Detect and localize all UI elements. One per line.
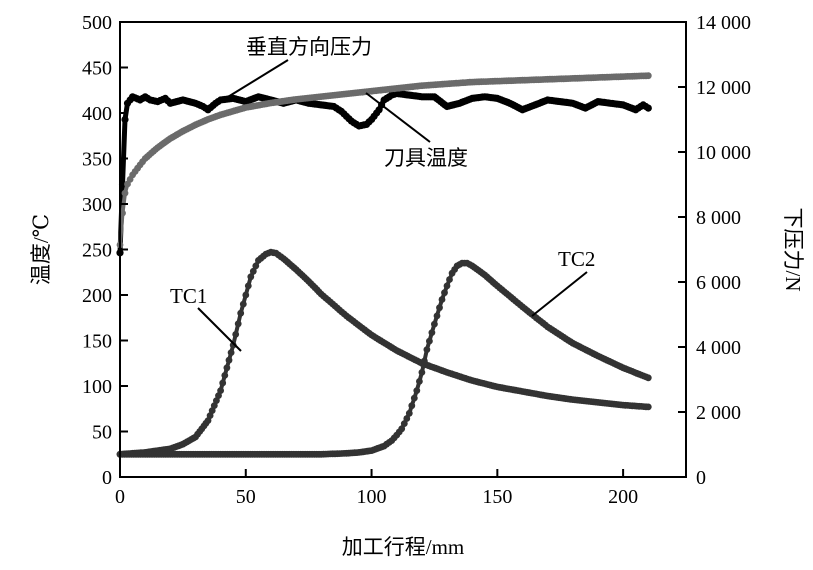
- y-left-tick-label: 200: [82, 285, 112, 307]
- series-point-tc2: [436, 304, 443, 312]
- y-right-tick-label: 8 000: [696, 207, 741, 229]
- series-point-tc2: [446, 276, 453, 283]
- y-left-tick-label: 500: [82, 12, 112, 34]
- series-point-tc2: [443, 282, 451, 290]
- y-right-tick-label: 0: [696, 467, 706, 489]
- series-point-tc1: [244, 282, 252, 290]
- tc2-annotation-leader: [531, 271, 588, 317]
- series-point-tc2: [441, 289, 448, 297]
- series-point-tc1: [223, 364, 231, 372]
- series-point-tc2: [400, 420, 408, 427]
- series-point-tc1: [229, 341, 237, 349]
- series-point-tc1: [217, 387, 225, 394]
- series-point-tc2: [423, 346, 431, 353]
- tc2-annotation-label: TC2: [558, 247, 595, 271]
- series-point-tc1: [247, 273, 255, 281]
- series-point-tc2: [431, 320, 438, 328]
- y-axis-left-title: 温度/℃: [29, 214, 53, 285]
- series-point-tc2: [421, 357, 428, 365]
- series-point-tc2: [408, 402, 416, 410]
- series-point-tool: [644, 72, 652, 80]
- y-right-tick-label: 10 000: [696, 142, 751, 164]
- tc1-annotation-leader: [197, 307, 242, 352]
- series-point-tc1: [221, 372, 229, 379]
- series-point-tc2: [433, 312, 441, 320]
- series-point-tc1: [239, 300, 247, 308]
- x-tick-label: 150: [482, 486, 512, 508]
- y-right-tick-label: 6 000: [696, 272, 741, 294]
- series-tool: [116, 72, 652, 249]
- series-point-tc1: [232, 331, 240, 338]
- series-line-tc1: [118, 250, 651, 457]
- y-left-tick-label: 350: [82, 149, 112, 171]
- series-point-tc1: [219, 379, 227, 387]
- series-point-tc2: [438, 296, 446, 303]
- y-left-tick-label: 150: [82, 331, 112, 353]
- series-point-tool: [121, 189, 129, 197]
- y-right-tick-label: 2 000: [696, 402, 741, 424]
- y-left-tick-label: 100: [82, 376, 112, 398]
- series-point-tc1: [252, 262, 260, 270]
- series-force: [116, 89, 652, 257]
- series-point-tc2: [644, 374, 652, 382]
- series-point-tc1: [237, 309, 245, 317]
- x-tick-label: 50: [236, 486, 256, 508]
- series-point-tc2: [418, 369, 426, 376]
- series-point-tc1: [225, 356, 233, 364]
- y-right-tick-label: 12 000: [696, 77, 751, 99]
- x-tick-label: 100: [357, 486, 387, 508]
- series-point-tc2: [405, 409, 413, 417]
- series-point-tc2: [426, 337, 433, 345]
- y-left-tick-label: 50: [92, 422, 112, 444]
- series-point-tc2: [413, 387, 421, 394]
- series-point-force: [121, 115, 129, 124]
- series-point-tc2: [428, 329, 436, 336]
- force-annotation-label: 垂直方向压力: [246, 35, 372, 59]
- series-point-force: [644, 104, 652, 112]
- series-point-tc1: [249, 267, 257, 275]
- x-tick-label: 0: [115, 486, 125, 508]
- y-right-tick-label: 14 000: [696, 12, 751, 34]
- series-point-tc1: [242, 291, 250, 299]
- series-layer: [116, 72, 652, 458]
- y-left-tick-label: 450: [82, 58, 112, 80]
- y-left-tick-label: 300: [82, 194, 112, 216]
- series-line-force: [117, 91, 651, 256]
- series-point-tc2: [403, 415, 411, 422]
- series-point-tc2: [416, 378, 423, 385]
- axes-layer: 0 50 100 150 200 0 50 100 150 200 250 300 350 400 450 5…: [82, 12, 751, 508]
- force-annotation-leader: [204, 59, 289, 112]
- y-left-tick-label: 250: [82, 240, 112, 262]
- series-tc1: [116, 248, 652, 458]
- tool-temp-annotation-label: 刀具温度: [384, 146, 468, 170]
- x-tick-label: 200: [608, 486, 638, 508]
- series-point-tc2: [398, 425, 406, 433]
- x-axis-title: 加工行程/mm: [342, 535, 465, 559]
- series-point-tc2: [410, 394, 418, 402]
- series-point-tc1: [227, 349, 235, 356]
- series-tc2: [116, 259, 652, 458]
- series-point-tc1: [234, 320, 242, 328]
- y-left-tick-label: 0: [102, 467, 112, 489]
- y-right-tick-label: 4 000: [696, 337, 741, 359]
- y-left-tick-label: 400: [82, 103, 112, 125]
- series-point-tc1: [644, 403, 652, 411]
- y-axis-right-title: 下压力/N: [781, 208, 805, 292]
- tc1-annotation-label: TC1: [170, 284, 207, 308]
- tool-temp-annotation-leader: [365, 92, 431, 143]
